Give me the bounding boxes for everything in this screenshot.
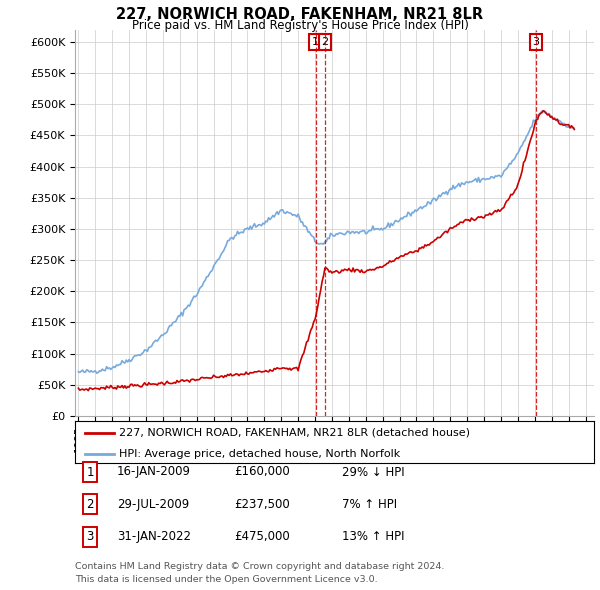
Text: 7% ↑ HPI: 7% ↑ HPI — [342, 498, 397, 511]
Text: 16-JAN-2009: 16-JAN-2009 — [117, 466, 191, 478]
Text: Contains HM Land Registry data © Crown copyright and database right 2024.: Contains HM Land Registry data © Crown c… — [75, 562, 445, 571]
Text: 29-JUL-2009: 29-JUL-2009 — [117, 498, 189, 511]
Text: 3: 3 — [86, 530, 94, 543]
Text: 227, NORWICH ROAD, FAKENHAM, NR21 8LR (detached house): 227, NORWICH ROAD, FAKENHAM, NR21 8LR (d… — [119, 428, 470, 438]
Text: 13% ↑ HPI: 13% ↑ HPI — [342, 530, 404, 543]
Text: 2: 2 — [86, 498, 94, 511]
Text: Price paid vs. HM Land Registry's House Price Index (HPI): Price paid vs. HM Land Registry's House … — [131, 19, 469, 32]
Text: 1: 1 — [312, 37, 319, 47]
Text: HPI: Average price, detached house, North Norfolk: HPI: Average price, detached house, Nort… — [119, 449, 400, 459]
Text: This data is licensed under the Open Government Licence v3.0.: This data is licensed under the Open Gov… — [75, 575, 377, 584]
Text: 2: 2 — [322, 37, 328, 47]
Text: £160,000: £160,000 — [234, 466, 290, 478]
Text: 31-JAN-2022: 31-JAN-2022 — [117, 530, 191, 543]
Text: 227, NORWICH ROAD, FAKENHAM, NR21 8LR: 227, NORWICH ROAD, FAKENHAM, NR21 8LR — [116, 7, 484, 22]
Text: £237,500: £237,500 — [234, 498, 290, 511]
Text: 29% ↓ HPI: 29% ↓ HPI — [342, 466, 404, 478]
Text: 3: 3 — [533, 37, 539, 47]
Text: £475,000: £475,000 — [234, 530, 290, 543]
Text: 1: 1 — [86, 466, 94, 478]
